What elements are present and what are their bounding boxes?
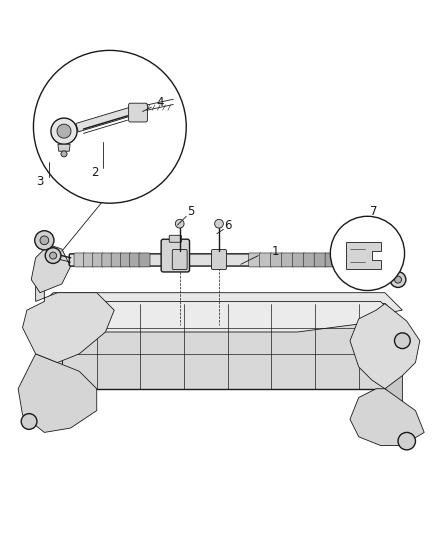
Circle shape	[395, 276, 402, 283]
Circle shape	[35, 231, 54, 250]
Text: 2: 2	[91, 166, 98, 179]
Circle shape	[40, 236, 49, 245]
Polygon shape	[31, 245, 71, 293]
FancyBboxPatch shape	[292, 253, 305, 267]
Circle shape	[45, 248, 61, 263]
FancyBboxPatch shape	[130, 253, 141, 267]
Circle shape	[33, 51, 186, 203]
Polygon shape	[346, 243, 381, 269]
Polygon shape	[18, 354, 97, 432]
FancyBboxPatch shape	[314, 253, 327, 267]
Polygon shape	[35, 293, 403, 328]
Circle shape	[61, 151, 67, 157]
Circle shape	[51, 118, 77, 144]
FancyBboxPatch shape	[74, 253, 85, 267]
Polygon shape	[385, 304, 403, 410]
FancyBboxPatch shape	[120, 253, 131, 267]
FancyBboxPatch shape	[282, 253, 294, 267]
FancyBboxPatch shape	[139, 253, 150, 267]
FancyBboxPatch shape	[212, 249, 226, 270]
FancyBboxPatch shape	[271, 253, 283, 267]
FancyBboxPatch shape	[161, 239, 190, 272]
Polygon shape	[57, 304, 385, 389]
Polygon shape	[350, 389, 424, 446]
FancyBboxPatch shape	[92, 253, 104, 267]
FancyBboxPatch shape	[303, 253, 316, 267]
Text: 7: 7	[370, 205, 378, 219]
Text: 3: 3	[36, 175, 44, 188]
Polygon shape	[62, 302, 398, 332]
Polygon shape	[62, 302, 97, 336]
Polygon shape	[44, 304, 403, 334]
FancyBboxPatch shape	[325, 253, 338, 267]
FancyBboxPatch shape	[169, 235, 181, 243]
FancyBboxPatch shape	[83, 253, 94, 267]
Circle shape	[398, 432, 416, 450]
Polygon shape	[76, 105, 139, 132]
Text: 5: 5	[187, 205, 194, 219]
Polygon shape	[58, 144, 70, 151]
Polygon shape	[350, 304, 420, 389]
Text: 4: 4	[156, 96, 164, 109]
Text: 6: 6	[224, 219, 231, 231]
FancyBboxPatch shape	[172, 249, 187, 270]
FancyBboxPatch shape	[69, 254, 364, 266]
Text: 1: 1	[272, 245, 279, 258]
FancyBboxPatch shape	[111, 253, 122, 267]
FancyBboxPatch shape	[129, 103, 148, 122]
FancyBboxPatch shape	[249, 253, 261, 267]
Polygon shape	[35, 310, 79, 362]
Circle shape	[57, 124, 71, 138]
Circle shape	[49, 252, 57, 259]
Circle shape	[21, 414, 37, 430]
FancyBboxPatch shape	[260, 253, 272, 267]
Circle shape	[215, 220, 223, 228]
Circle shape	[395, 333, 410, 349]
Circle shape	[330, 216, 405, 290]
Circle shape	[175, 220, 184, 228]
FancyBboxPatch shape	[102, 253, 113, 267]
Circle shape	[390, 272, 406, 287]
Polygon shape	[22, 275, 114, 362]
